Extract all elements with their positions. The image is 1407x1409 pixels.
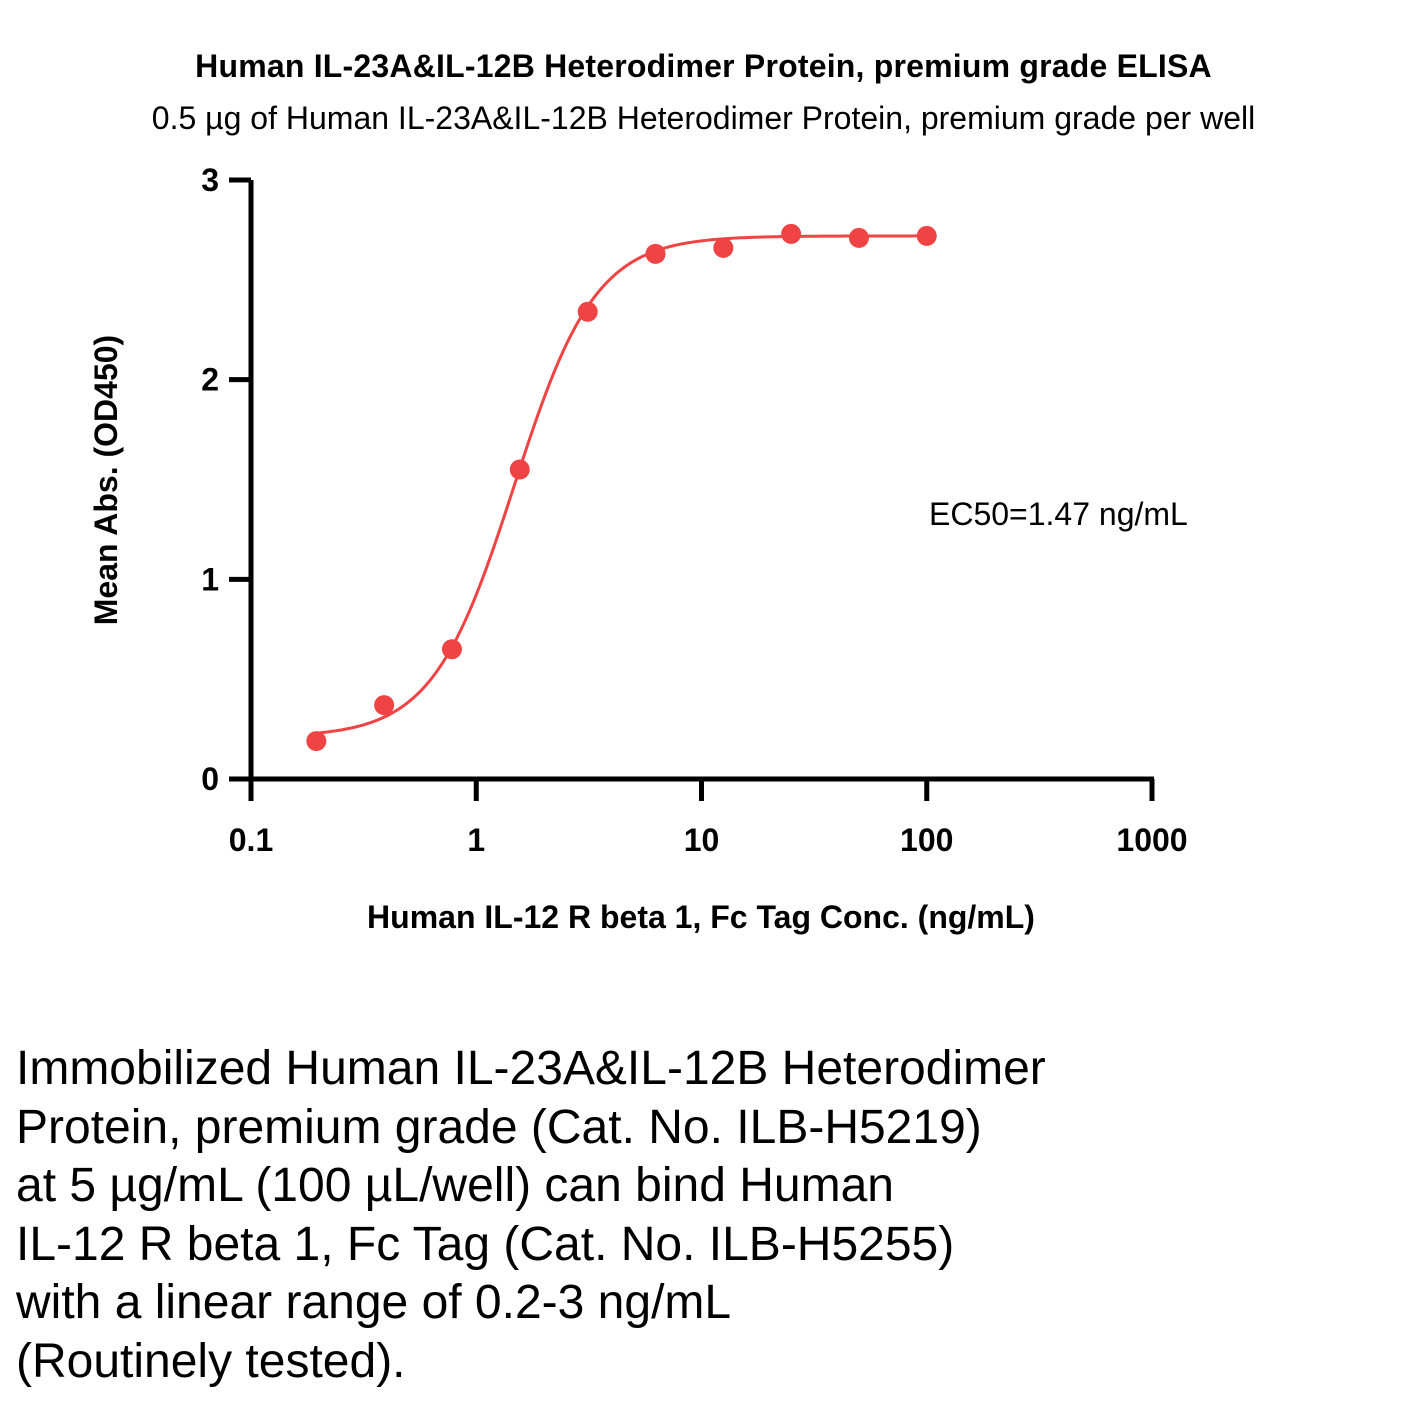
y-axis-label: Mean Abs. (OD450): [88, 335, 124, 625]
data-point: [916, 225, 937, 246]
caption-line: (Routinely tested).: [16, 1334, 406, 1388]
data-point: [374, 695, 395, 716]
x-tick-label: 1: [467, 822, 485, 858]
data-point: [848, 227, 869, 248]
data-point: [781, 223, 802, 244]
chart-title: Human IL-23A&IL-12B Heterodimer Protein,…: [195, 48, 1212, 84]
x-tick-label: 10: [684, 822, 720, 858]
chart-subtitle: 0.5 µg of Human IL-23A&IL-12B Heterodime…: [151, 100, 1256, 136]
caption-line: with a linear range of 0.2-3 ng/mL: [16, 1276, 732, 1329]
x-axis-label: Human IL-12 R beta 1, Fc Tag Conc. (ng/m…: [367, 899, 1035, 935]
data-point: [713, 237, 734, 258]
x-tick-label: 1000: [1116, 822, 1187, 858]
fit-curve: [316, 234, 927, 735]
caption-line: at 5 µg/mL (100 µL/well) can bind Human: [16, 1159, 894, 1212]
caption-block: Immobilized Human IL-23A&IL-12B Heterodi…: [16, 1040, 1396, 1391]
axes: 0 1 2 3 0.1 1 10 100 1000: [201, 162, 1187, 858]
data-point: [577, 301, 598, 322]
x-tick-label: 100: [900, 822, 953, 858]
ec50-annotation: EC50=1.47 ng/mL: [929, 496, 1188, 532]
fit-curve-layer: [316, 234, 927, 735]
data-points-layer: [306, 223, 937, 752]
data-point: [441, 639, 462, 660]
data-point: [509, 459, 530, 480]
caption-line: Immobilized Human IL-23A&IL-12B Heterodi…: [16, 1042, 1046, 1095]
y-tick-label: 3: [201, 162, 219, 198]
x-tick-label: 0.1: [229, 822, 273, 858]
elisa-chart: 0 1 2 3 0.1 1 10 100 1000 Mean Abs. (OD450) Huma…: [88, 162, 1188, 935]
y-tick-label: 0: [201, 761, 219, 797]
caption-line: IL-12 R beta 1, Fc Tag (Cat. No. ILB-H52…: [16, 1217, 955, 1271]
data-point: [306, 731, 327, 752]
y-tick-label: 1: [201, 561, 219, 597]
y-tick-label: 2: [201, 362, 219, 398]
caption-line: Protein, premium grade (Cat. No. ILB-H52…: [16, 1100, 982, 1154]
data-point: [645, 243, 666, 264]
